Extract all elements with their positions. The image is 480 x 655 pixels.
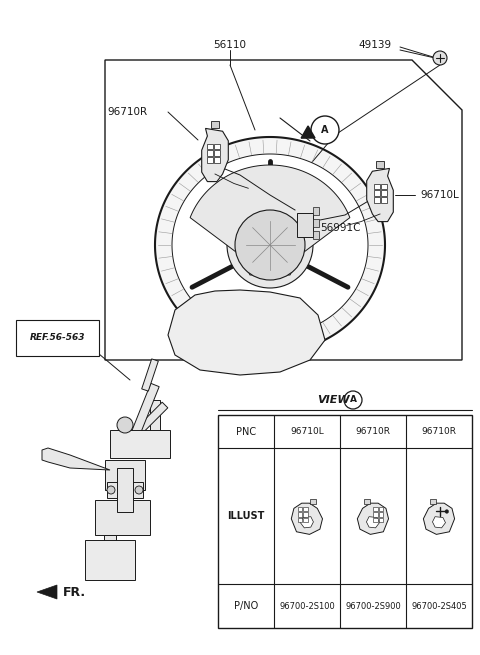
Polygon shape	[117, 402, 168, 453]
Polygon shape	[357, 503, 388, 534]
Text: 96710R: 96710R	[108, 107, 148, 117]
Bar	[313, 231, 319, 239]
Bar	[117, 468, 133, 512]
Circle shape	[107, 486, 115, 494]
Polygon shape	[42, 448, 110, 470]
Text: ILLUST: ILLUST	[227, 511, 264, 521]
Polygon shape	[95, 552, 130, 559]
Text: 96700-2S100: 96700-2S100	[279, 602, 335, 610]
Polygon shape	[172, 154, 368, 336]
Text: 96710R: 96710R	[421, 427, 456, 436]
Bar	[298, 518, 302, 522]
Circle shape	[227, 202, 313, 288]
Polygon shape	[37, 585, 57, 599]
Circle shape	[117, 417, 133, 433]
Bar	[373, 518, 378, 522]
Circle shape	[235, 210, 305, 280]
Text: A: A	[321, 125, 329, 135]
Circle shape	[445, 510, 449, 514]
Bar	[207, 157, 213, 162]
Bar	[298, 512, 302, 517]
Bar	[381, 197, 386, 202]
Bar	[374, 183, 380, 189]
Bar	[373, 512, 378, 517]
Circle shape	[311, 116, 339, 144]
Bar	[218, 415, 472, 628]
Polygon shape	[142, 359, 158, 391]
Polygon shape	[432, 517, 445, 528]
Polygon shape	[376, 160, 384, 168]
Polygon shape	[131, 383, 159, 437]
Circle shape	[433, 51, 447, 65]
Polygon shape	[423, 503, 455, 534]
Bar	[110, 430, 170, 458]
Text: PNC: PNC	[236, 426, 256, 436]
Bar	[105, 460, 145, 490]
Bar	[374, 190, 380, 196]
Text: A: A	[349, 396, 357, 405]
Bar	[207, 143, 213, 149]
Polygon shape	[104, 535, 116, 575]
Polygon shape	[202, 128, 228, 181]
Bar	[379, 512, 383, 517]
Polygon shape	[168, 290, 325, 375]
Bar	[310, 499, 316, 504]
Polygon shape	[150, 400, 160, 450]
Text: 96710L: 96710L	[290, 427, 324, 436]
Circle shape	[135, 486, 143, 494]
Text: 49139: 49139	[359, 40, 392, 50]
Bar	[303, 512, 308, 517]
Text: 96710R: 96710R	[355, 427, 390, 436]
Bar	[381, 183, 386, 189]
Bar	[107, 482, 143, 498]
Polygon shape	[291, 503, 323, 534]
Bar	[303, 507, 308, 512]
Text: VIEW: VIEW	[317, 395, 349, 405]
Bar	[297, 213, 313, 237]
Bar	[313, 207, 319, 215]
Text: 96700-2S900: 96700-2S900	[345, 602, 401, 610]
Text: REF.56-563: REF.56-563	[30, 333, 85, 343]
Bar	[298, 507, 302, 512]
Bar	[214, 157, 220, 162]
Polygon shape	[211, 121, 219, 128]
Bar	[374, 197, 380, 202]
Text: 96710L: 96710L	[420, 190, 459, 200]
Bar	[303, 518, 308, 522]
Bar	[214, 150, 220, 156]
Bar	[430, 499, 436, 504]
Text: FR.: FR.	[63, 586, 86, 599]
Bar	[207, 150, 213, 156]
Bar	[85, 540, 135, 580]
Text: 56991C: 56991C	[320, 223, 360, 233]
Polygon shape	[155, 137, 385, 353]
Bar	[379, 507, 383, 512]
Polygon shape	[190, 165, 350, 275]
Bar	[381, 190, 386, 196]
Bar	[95, 500, 150, 535]
Polygon shape	[366, 517, 379, 528]
Bar	[364, 499, 371, 504]
Polygon shape	[367, 168, 393, 221]
Text: 56110: 56110	[214, 40, 247, 50]
Bar	[379, 518, 383, 522]
Bar	[214, 143, 220, 149]
Polygon shape	[300, 517, 313, 528]
Bar	[373, 507, 378, 512]
Text: P/NO: P/NO	[234, 601, 258, 611]
Bar	[313, 219, 319, 227]
Polygon shape	[301, 126, 315, 138]
Text: 96700-2S405: 96700-2S405	[411, 602, 467, 610]
Circle shape	[344, 391, 362, 409]
